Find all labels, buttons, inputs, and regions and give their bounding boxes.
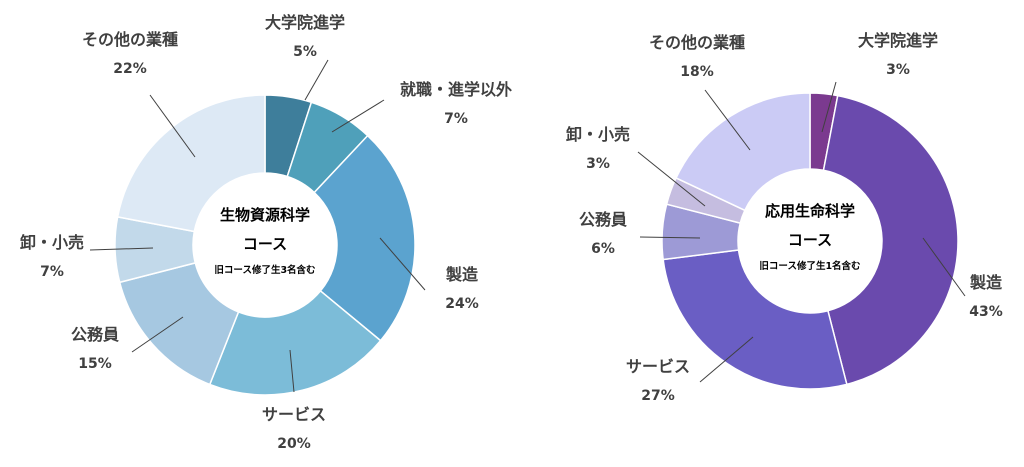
leader-line bbox=[331, 99, 385, 133]
leader-line bbox=[149, 94, 196, 158]
donut-slice bbox=[208, 289, 382, 396]
leader-line bbox=[131, 316, 184, 353]
slice-label: 公務員 bbox=[71, 325, 119, 344]
slice-label: サービス bbox=[262, 405, 326, 424]
slice-label: 製造 bbox=[969, 273, 1003, 292]
leader-line bbox=[821, 81, 837, 133]
center-title-line1: 生物資源科学 bbox=[220, 206, 310, 224]
slice-percent: 7% bbox=[444, 111, 468, 127]
donut-chart-biological-resources: 大学院進学 5% 就職・進学以外 7% 製造 24% サービス 20% 公務員 15% 卸・小売 7%… bbox=[20, 13, 512, 452]
slice-label: 大学院進学 bbox=[858, 31, 938, 50]
leader-line bbox=[304, 59, 329, 101]
leader-line bbox=[699, 336, 754, 383]
donut-slice bbox=[822, 94, 959, 386]
leader-line bbox=[289, 349, 295, 393]
slice-label: 卸・小売 bbox=[20, 233, 84, 252]
leader-line bbox=[639, 236, 701, 239]
slice-percent: 5% bbox=[293, 44, 317, 60]
leader-line bbox=[89, 247, 154, 251]
donut-slice bbox=[675, 92, 811, 212]
slice-label: 製造 bbox=[445, 265, 479, 284]
slice-label: サービス bbox=[626, 357, 690, 376]
leader-line bbox=[379, 237, 426, 291]
slice-percent: 15% bbox=[78, 356, 112, 372]
slice-percent: 3% bbox=[886, 62, 910, 78]
center-note: 旧コース修了生1名含む bbox=[759, 260, 861, 272]
leader-line bbox=[922, 237, 966, 297]
slice-percent: 43% bbox=[969, 304, 1003, 320]
leader-line bbox=[637, 151, 706, 207]
slice-percent: 3% bbox=[586, 156, 610, 172]
slice-percent: 20% bbox=[277, 436, 311, 452]
center-title-line2: コース bbox=[788, 231, 832, 249]
center-title-line1: 応用生命科学 bbox=[765, 202, 855, 220]
slice-percent: 7% bbox=[40, 264, 64, 280]
slice-label: 卸・小売 bbox=[566, 125, 630, 144]
leader-line bbox=[704, 89, 751, 151]
center-note: 旧コース修了生3名含む bbox=[214, 264, 316, 276]
slice-label: その他の業種 bbox=[82, 30, 178, 49]
slice-percent: 6% bbox=[591, 241, 615, 257]
donut-chart-applied-life-science: 大学院進学 3% 製造 43% サービス 27% 公務員 6% 卸・小売 3% その他の業種 18% 応… bbox=[566, 31, 1003, 404]
slice-percent: 24% bbox=[445, 296, 479, 312]
slice-label: その他の業種 bbox=[649, 33, 745, 52]
donut-slice bbox=[313, 134, 416, 342]
center-title-line2: コース bbox=[243, 235, 287, 253]
slice-percent: 18% bbox=[680, 64, 714, 80]
donut-slice bbox=[662, 249, 848, 390]
slice-label: 就職・進学以外 bbox=[400, 80, 512, 99]
slice-percent: 22% bbox=[113, 61, 147, 77]
slice-label: 大学院進学 bbox=[265, 13, 345, 32]
slice-percent: 27% bbox=[641, 388, 675, 404]
slice-label: 公務員 bbox=[579, 210, 627, 229]
donut-slice bbox=[116, 94, 266, 233]
